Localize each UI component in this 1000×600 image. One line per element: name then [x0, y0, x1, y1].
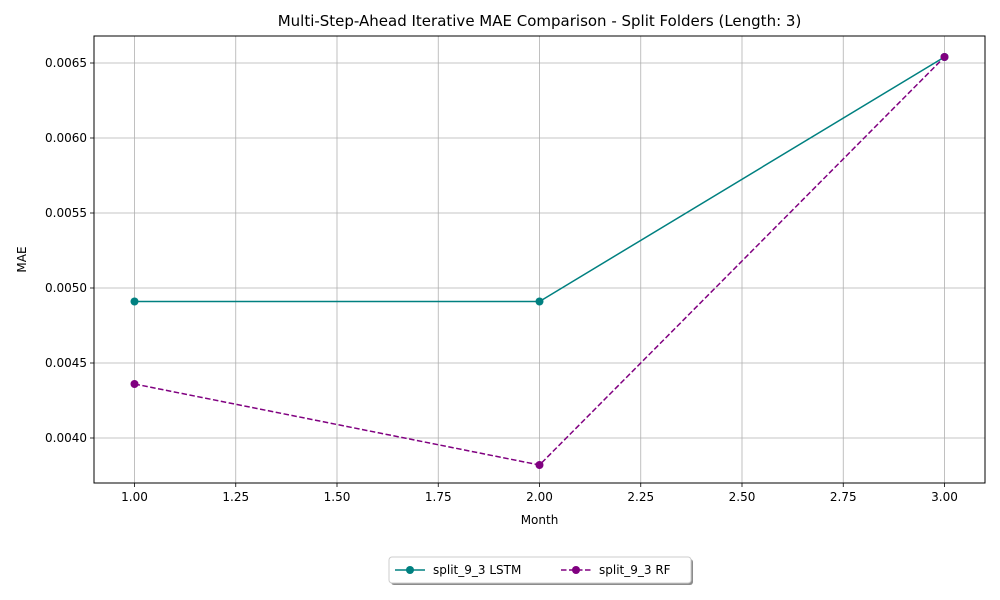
y-axis-label: MAE [15, 246, 29, 272]
series-layer [130, 53, 949, 469]
x-tick-label: 2.00 [526, 490, 553, 504]
legend-marker [406, 566, 414, 574]
data-point [130, 297, 139, 306]
legend-marker [572, 566, 580, 574]
x-tick-label: 1.75 [425, 490, 452, 504]
x-tick-label: 2.50 [729, 490, 756, 504]
x-tick-label: 2.75 [830, 490, 857, 504]
y-tick-label: 0.0040 [45, 431, 87, 445]
legend: split_9_3 LSTM split_9_3 RF [388, 556, 693, 585]
y-tick-label: 0.0060 [45, 131, 87, 145]
data-point [535, 297, 544, 306]
grid [94, 36, 985, 483]
data-point [535, 461, 544, 469]
series-rf [130, 53, 949, 469]
ticks: 1.00 1.25 1.50 1.75 2.00 2.25 2.50 2.75 3.00 0.00… [45, 56, 958, 504]
x-tick-label: 1.00 [121, 490, 148, 504]
legend-label: split_9_3 LSTM [433, 563, 521, 577]
x-tick-label: 2.25 [627, 490, 654, 504]
y-tick-label: 0.0050 [45, 281, 87, 295]
legend-box [388, 556, 692, 584]
x-tick-label: 3.00 [931, 490, 958, 504]
legend-label: split_9_3 RF [599, 563, 671, 577]
x-tick-label: 1.50 [324, 490, 351, 504]
chart-title: Multi-Step-Ahead Iterative MAE Compariso… [278, 12, 802, 30]
y-tick-label: 0.0055 [45, 206, 87, 220]
data-point [130, 380, 139, 388]
y-tick-label: 0.0045 [45, 356, 87, 370]
y-tick-label: 0.0065 [45, 56, 87, 70]
data-point [940, 53, 949, 61]
x-axis-label: Month [521, 513, 559, 527]
x-tick-label: 1.25 [222, 490, 249, 504]
